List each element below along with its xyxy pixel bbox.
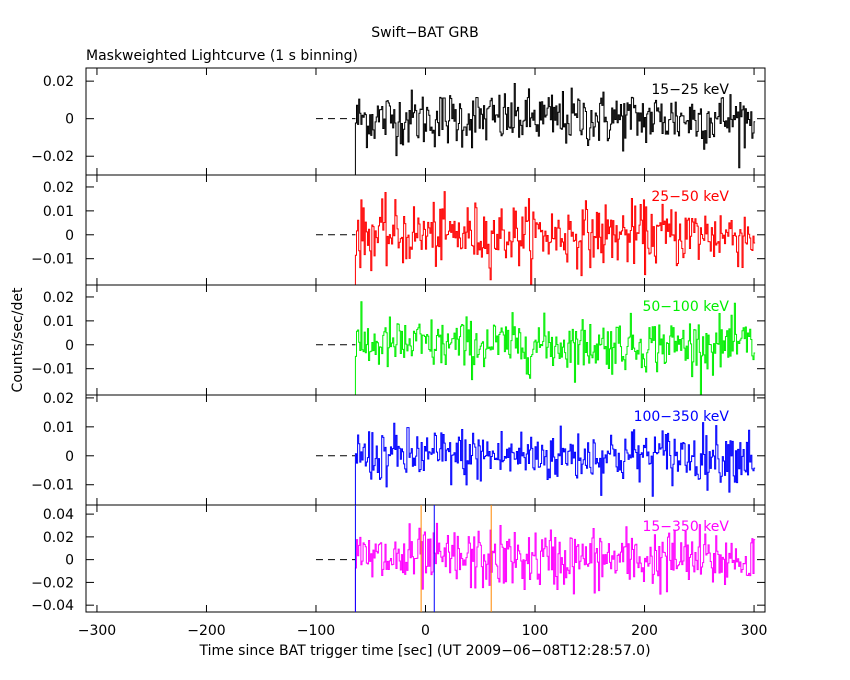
series-line-2	[354, 191, 756, 286]
y-tick-label: 0.01	[43, 204, 74, 220]
series-line-1	[354, 83, 756, 175]
y-tick-label: −0.01	[31, 252, 74, 268]
y-tick-label: −0.04	[31, 598, 74, 614]
chart-subtitle: Maskweighted Lightcurve (1 s binning)	[86, 48, 358, 64]
x-axis-label: Time since BAT trigger time [sec] (UT 20…	[198, 643, 650, 659]
x-tick-label: −300	[78, 623, 116, 639]
y-tick-label: 0.01	[43, 420, 74, 436]
panel-4: 0.02 0.01 0 −0.01 100−350 keV	[31, 391, 766, 506]
band-label: 15−350 keV	[642, 519, 729, 535]
x-tick-label: 200	[631, 623, 658, 639]
y-tick-label: 0.02	[43, 391, 74, 407]
y-axis-label: Counts/sec/det	[10, 287, 26, 392]
x-tick-label: 100	[522, 623, 549, 639]
panel-3: 0.02 0.01 0 −0.01 50−100 keV	[31, 284, 766, 396]
y-tick-label: −0.01	[31, 478, 74, 494]
y-tick-label: 0.02	[43, 530, 74, 546]
x-tick-label: −200	[187, 623, 225, 639]
y-tick-label: 0.04	[43, 507, 74, 523]
series-line-5	[354, 522, 756, 612]
panel-2: 0.02 0.01 0 −0.01 25−50 keV	[31, 174, 766, 286]
y-tick-label: 0.01	[43, 314, 74, 330]
y-tick-label: −0.02	[31, 575, 74, 591]
band-label: 25−50 keV	[651, 189, 729, 205]
x-tick-label: 300	[741, 623, 768, 639]
y-tick-label: −0.02	[31, 149, 74, 165]
band-label: 50−100 keV	[642, 299, 729, 315]
band-label: 15−25 keV	[651, 82, 729, 98]
series-line-3	[354, 301, 756, 396]
y-tick-label: 0	[65, 228, 74, 244]
panel-5: 0.04 0.02 0 −0.02 −0.04 15−350 keV	[31, 504, 766, 614]
y-tick-label: 0.02	[43, 74, 74, 90]
y-tick-label: 0	[65, 338, 74, 354]
y-tick-label: 0	[65, 449, 74, 465]
series-line-4	[354, 422, 756, 505]
y-tick-label: 0.02	[43, 290, 74, 306]
y-tick-label: 0	[65, 112, 74, 128]
chart-title: Swift−BAT GRB	[371, 25, 478, 41]
x-tick-label: −100	[297, 623, 335, 639]
x-tick-label: 0	[421, 623, 430, 639]
y-tick-label: −0.01	[31, 362, 74, 378]
band-label: 100−350 keV	[634, 409, 730, 425]
y-tick-label: 0	[65, 553, 74, 569]
panel-1: 0.02 0 −0.02 15−25 keV	[31, 67, 766, 176]
y-tick-label: 0.02	[43, 180, 74, 196]
panels-group: 0.02 0 −0.02 15−25 keV 0.02 0.01 0 −0.01 25−50 k…	[31, 67, 768, 639]
